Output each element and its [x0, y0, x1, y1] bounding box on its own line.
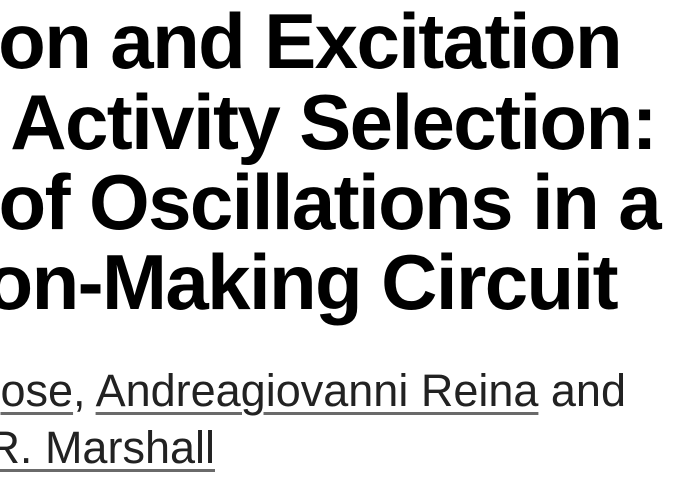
title-line-1: tion and Excitation: [0, 0, 623, 85]
author-list-line-2: R. Marshall: [0, 425, 215, 470]
author-list-line-1: ose, Andreagiovanni Reina and: [0, 368, 626, 413]
author-link-andreagiovanni-reina[interactable]: Andreagiovanni Reina: [95, 365, 539, 416]
title-line-2: e Activity Selection:: [0, 78, 658, 166]
author-link-1[interactable]: ose: [0, 365, 74, 416]
author-link-marshall[interactable]: R. Marshall: [0, 422, 215, 473]
title-line-4: ion-Making Circuit: [0, 238, 619, 326]
title-line-3: t of Oscillations in a: [0, 158, 662, 246]
author-separator: ,: [73, 365, 96, 416]
author-conjunction: and: [538, 365, 626, 416]
